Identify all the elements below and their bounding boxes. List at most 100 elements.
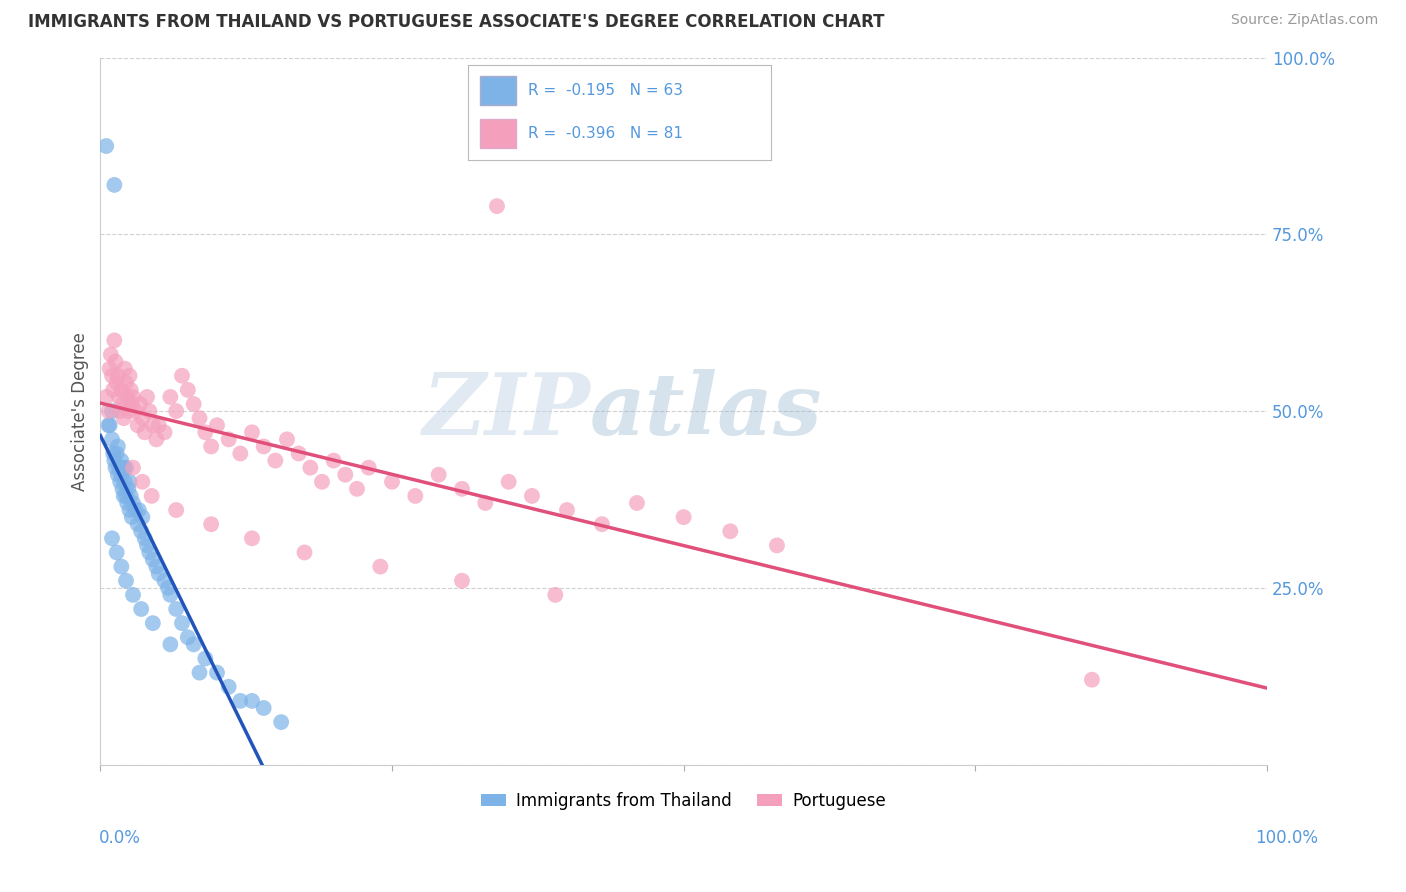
Point bbox=[451, 574, 474, 588]
Point bbox=[145, 433, 167, 447]
Point bbox=[108, 475, 131, 489]
Point bbox=[766, 538, 789, 552]
Point bbox=[117, 404, 139, 418]
Point bbox=[138, 404, 160, 418]
Point bbox=[148, 566, 170, 581]
Point bbox=[451, 482, 474, 496]
Point bbox=[108, 460, 131, 475]
Point bbox=[170, 368, 193, 383]
Point bbox=[104, 354, 127, 368]
Point bbox=[117, 482, 139, 496]
Point bbox=[357, 460, 380, 475]
Point bbox=[103, 453, 125, 467]
Point bbox=[129, 524, 152, 539]
Point bbox=[368, 559, 391, 574]
Point bbox=[124, 404, 146, 418]
Point bbox=[626, 496, 648, 510]
Point bbox=[111, 397, 134, 411]
Point bbox=[134, 425, 156, 440]
Point bbox=[115, 496, 138, 510]
Point bbox=[105, 376, 128, 390]
Point bbox=[110, 383, 132, 397]
Point bbox=[311, 475, 333, 489]
Point bbox=[124, 503, 146, 517]
Point bbox=[498, 475, 520, 489]
Point bbox=[177, 630, 200, 644]
Point bbox=[335, 467, 357, 482]
Point bbox=[131, 475, 153, 489]
Point bbox=[200, 517, 222, 532]
Point bbox=[141, 489, 163, 503]
Point bbox=[103, 178, 125, 192]
Point bbox=[427, 467, 450, 482]
Point bbox=[718, 524, 741, 539]
Point bbox=[485, 199, 508, 213]
Point bbox=[134, 532, 156, 546]
Legend: Immigrants from Thailand, Portuguese: Immigrants from Thailand, Portuguese bbox=[475, 785, 893, 816]
Point bbox=[153, 425, 176, 440]
Point bbox=[98, 361, 121, 376]
Text: ZIP: ZIP bbox=[422, 369, 591, 453]
Point bbox=[118, 503, 141, 517]
Point bbox=[122, 588, 145, 602]
Point bbox=[555, 503, 578, 517]
Point bbox=[127, 517, 149, 532]
Text: IMMIGRANTS FROM THAILAND VS PORTUGUESE ASSOCIATE'S DEGREE CORRELATION CHART: IMMIGRANTS FROM THAILAND VS PORTUGUESE A… bbox=[28, 13, 884, 31]
Point bbox=[672, 510, 695, 524]
Point bbox=[205, 665, 228, 680]
Point bbox=[159, 637, 181, 651]
Y-axis label: Associate's Degree: Associate's Degree bbox=[72, 332, 89, 491]
Point bbox=[121, 510, 143, 524]
Point bbox=[142, 616, 165, 631]
Point bbox=[131, 411, 153, 425]
Point bbox=[148, 418, 170, 433]
Point bbox=[240, 694, 263, 708]
Point bbox=[103, 334, 125, 348]
Point bbox=[103, 383, 125, 397]
Point bbox=[474, 496, 496, 510]
Point bbox=[112, 460, 135, 475]
Point bbox=[108, 404, 131, 418]
Point bbox=[122, 496, 145, 510]
Point bbox=[544, 588, 567, 602]
Point bbox=[240, 532, 263, 546]
Point bbox=[112, 489, 135, 503]
Point bbox=[103, 446, 125, 460]
Point bbox=[115, 489, 138, 503]
Point bbox=[159, 588, 181, 602]
Text: atlas: atlas bbox=[591, 369, 823, 453]
Point bbox=[253, 701, 276, 715]
Point bbox=[170, 616, 193, 631]
Point bbox=[96, 139, 118, 153]
Point bbox=[294, 545, 316, 559]
Point bbox=[114, 361, 136, 376]
Text: 100.0%: 100.0% bbox=[1256, 829, 1317, 847]
Point bbox=[127, 418, 149, 433]
Point bbox=[121, 397, 143, 411]
Point bbox=[165, 602, 187, 616]
Point bbox=[188, 665, 211, 680]
Point bbox=[101, 532, 124, 546]
Point bbox=[591, 517, 613, 532]
Point bbox=[100, 347, 122, 361]
Point bbox=[97, 404, 120, 418]
Point bbox=[253, 439, 276, 453]
Point bbox=[299, 460, 322, 475]
Point bbox=[188, 411, 211, 425]
Point bbox=[136, 538, 159, 552]
Point bbox=[107, 368, 129, 383]
Point bbox=[177, 383, 200, 397]
Point bbox=[156, 581, 179, 595]
Point bbox=[183, 397, 205, 411]
Point bbox=[229, 446, 252, 460]
Point bbox=[118, 475, 141, 489]
Point bbox=[115, 574, 138, 588]
Point bbox=[115, 376, 138, 390]
Point bbox=[381, 475, 404, 489]
Point bbox=[98, 418, 121, 433]
Point bbox=[120, 489, 142, 503]
Point bbox=[128, 503, 150, 517]
Point bbox=[1081, 673, 1104, 687]
Point bbox=[322, 453, 344, 467]
Point bbox=[142, 418, 165, 433]
